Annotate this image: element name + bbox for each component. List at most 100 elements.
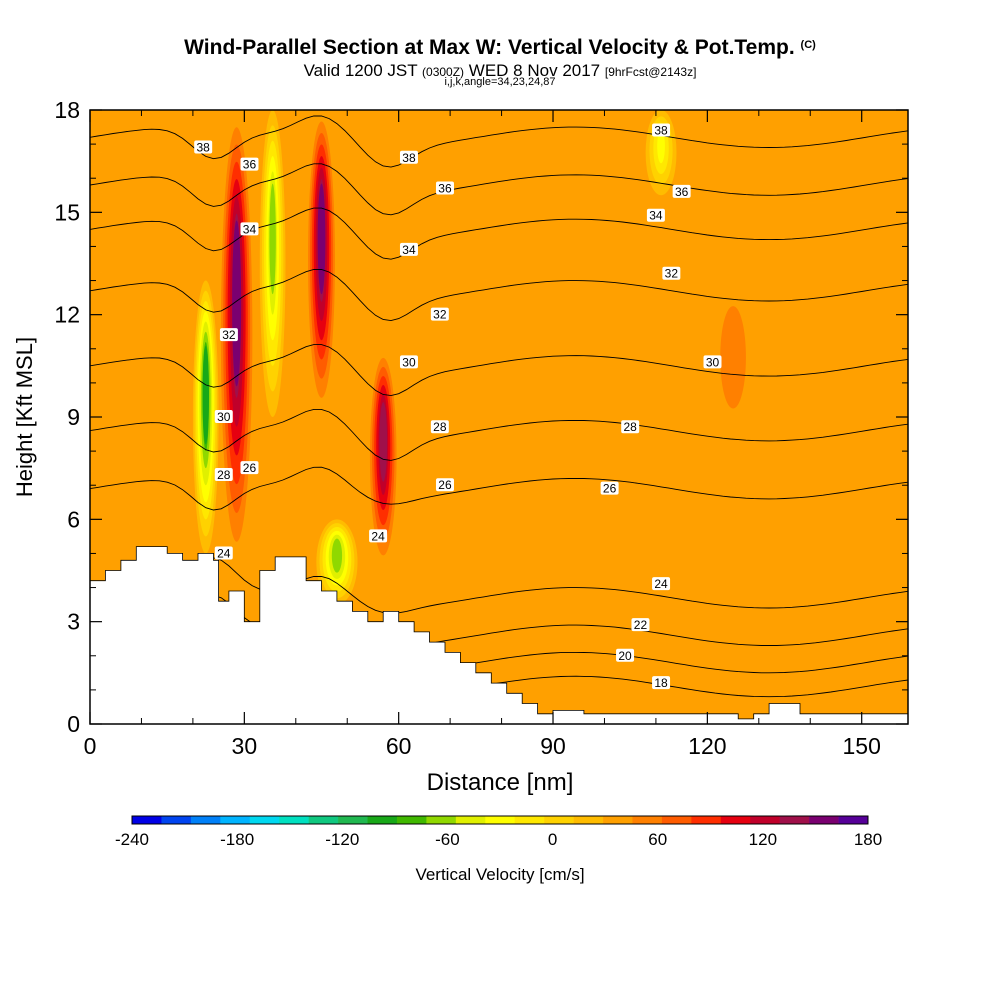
contour-label-bg (214, 467, 233, 481)
contour-label-text: 34 (649, 209, 663, 223)
contour-label-bg (194, 140, 213, 154)
contour-label-bg (631, 618, 650, 632)
colorbar-tick-label: 180 (854, 830, 882, 849)
colorbar-swatch (779, 816, 810, 824)
velocity-cell (331, 538, 343, 573)
colorbar-swatch (838, 816, 869, 824)
contour-label-text: 34 (243, 222, 257, 236)
chart-subtitle: Valid 1200 JST (0300Z) WED 8 Nov 2017 [9… (303, 61, 697, 80)
contour-label-text: 36 (675, 185, 689, 199)
theta-contour-line (90, 344, 908, 397)
contour-label: 18 (652, 676, 671, 690)
theta-contour-line (90, 557, 908, 614)
grid-indices: i,j,k,angle=34,23,24,87 (444, 76, 556, 88)
contour-label-text: 24 (654, 577, 668, 591)
colorbar-tick-label: 0 (548, 830, 557, 849)
y-tick-label: 3 (67, 609, 80, 635)
contour-label: 26 (240, 461, 259, 475)
colorbar-swatch (573, 816, 604, 824)
colorbar-tick-label: 60 (648, 830, 667, 849)
contour-label-text: 26 (243, 461, 257, 475)
colorbar-swatch (603, 816, 633, 824)
contour-label-bg (652, 676, 671, 690)
contour-label-bg (214, 410, 233, 423)
y-tick-label: 6 (67, 506, 80, 532)
contour-label: 28 (621, 420, 640, 434)
contour-label-text: 28 (433, 420, 447, 434)
contour-label: 24 (214, 546, 233, 560)
contour-label-bg (616, 648, 635, 662)
colorbar-swatch (661, 816, 692, 824)
valid-utc: (0300Z) (422, 65, 465, 79)
contour-label-text: 38 (402, 151, 416, 165)
contour-label: 32 (219, 328, 238, 342)
contour-label: 20 (616, 648, 635, 663)
colorbar-tick-label: -180 (220, 830, 254, 849)
velocity-cell (657, 129, 665, 164)
contour-label-bg (435, 478, 454, 492)
colorbar-swatch (426, 816, 457, 824)
contour-label: 32 (430, 307, 449, 322)
colorbar-label: Vertical Velocity [cm/s] (415, 865, 584, 884)
colorbar-swatch (691, 816, 722, 824)
x-tick-label: 30 (232, 733, 258, 759)
contour-label-bg (435, 181, 454, 195)
contour-label-bg (214, 546, 233, 560)
contour-label-bg (652, 123, 671, 137)
contour-label: 36 (672, 184, 691, 199)
contour-label-text: 24 (371, 529, 385, 543)
terrain-silhouette (90, 546, 908, 724)
y-axis-label: Height [Kft MSL] (12, 337, 37, 497)
colorbar-swatch (750, 816, 780, 824)
colorbar-swatch (514, 816, 545, 824)
colorbar-tick-label: -60 (435, 830, 460, 849)
colorbar-swatch (632, 816, 663, 824)
theta-contour-line (90, 115, 908, 168)
velocity-cell (720, 306, 746, 409)
contour-label-bg (240, 461, 259, 475)
colorbar-frame (131, 815, 869, 825)
contour-label-text: 38 (654, 123, 668, 137)
colorbar-swatch (338, 816, 368, 824)
velocity-cell (269, 183, 276, 295)
contour-label: 32 (662, 266, 681, 281)
contour-label-text: 36 (438, 181, 452, 195)
contour-label-bg (240, 222, 259, 236)
contour-label-text: 26 (438, 478, 452, 492)
contour-label-text: 30 (706, 355, 720, 369)
contour-label-text: 20 (618, 649, 632, 663)
x-tick-label: 120 (688, 733, 726, 759)
contour-label-text: 30 (217, 410, 231, 424)
contour-label-text: 22 (634, 618, 648, 632)
contour-label: 36 (435, 181, 454, 195)
contour-label: 24 (369, 529, 388, 543)
velocity-cell (317, 183, 326, 295)
contour-label-text: 38 (197, 141, 211, 155)
colorbar-swatch (132, 816, 162, 824)
contour-label-bg (662, 266, 681, 280)
colorbar-swatch (308, 816, 339, 824)
colorbar-swatch (485, 816, 516, 824)
contour-label: 38 (652, 123, 671, 137)
colorbar-swatch (220, 816, 251, 824)
contour-label-text: 28 (217, 468, 231, 482)
contour-label-bg (369, 529, 388, 543)
velocity-cell (232, 220, 242, 387)
contour-label-text: 34 (402, 243, 416, 257)
contour-label: 38 (194, 140, 213, 155)
theta-contour-line (90, 466, 908, 511)
x-tick-label: 150 (843, 733, 881, 759)
contour-label: 30 (214, 410, 233, 424)
terrain-layer (90, 546, 908, 724)
contour-label-bg (430, 307, 449, 321)
y-tick-label: 0 (67, 711, 80, 737)
y-tick-label: 15 (54, 199, 80, 225)
contour-label: 22 (631, 618, 650, 632)
y-tick-label: 12 (54, 302, 80, 328)
contour-label-text: 32 (665, 267, 679, 281)
contour-label: 38 (399, 150, 418, 165)
x-tick-label: 0 (84, 733, 97, 759)
colorbar: -240 -180 -120 -60 0 60 120 180 (115, 815, 882, 849)
contour-label-text: 24 (217, 546, 231, 560)
